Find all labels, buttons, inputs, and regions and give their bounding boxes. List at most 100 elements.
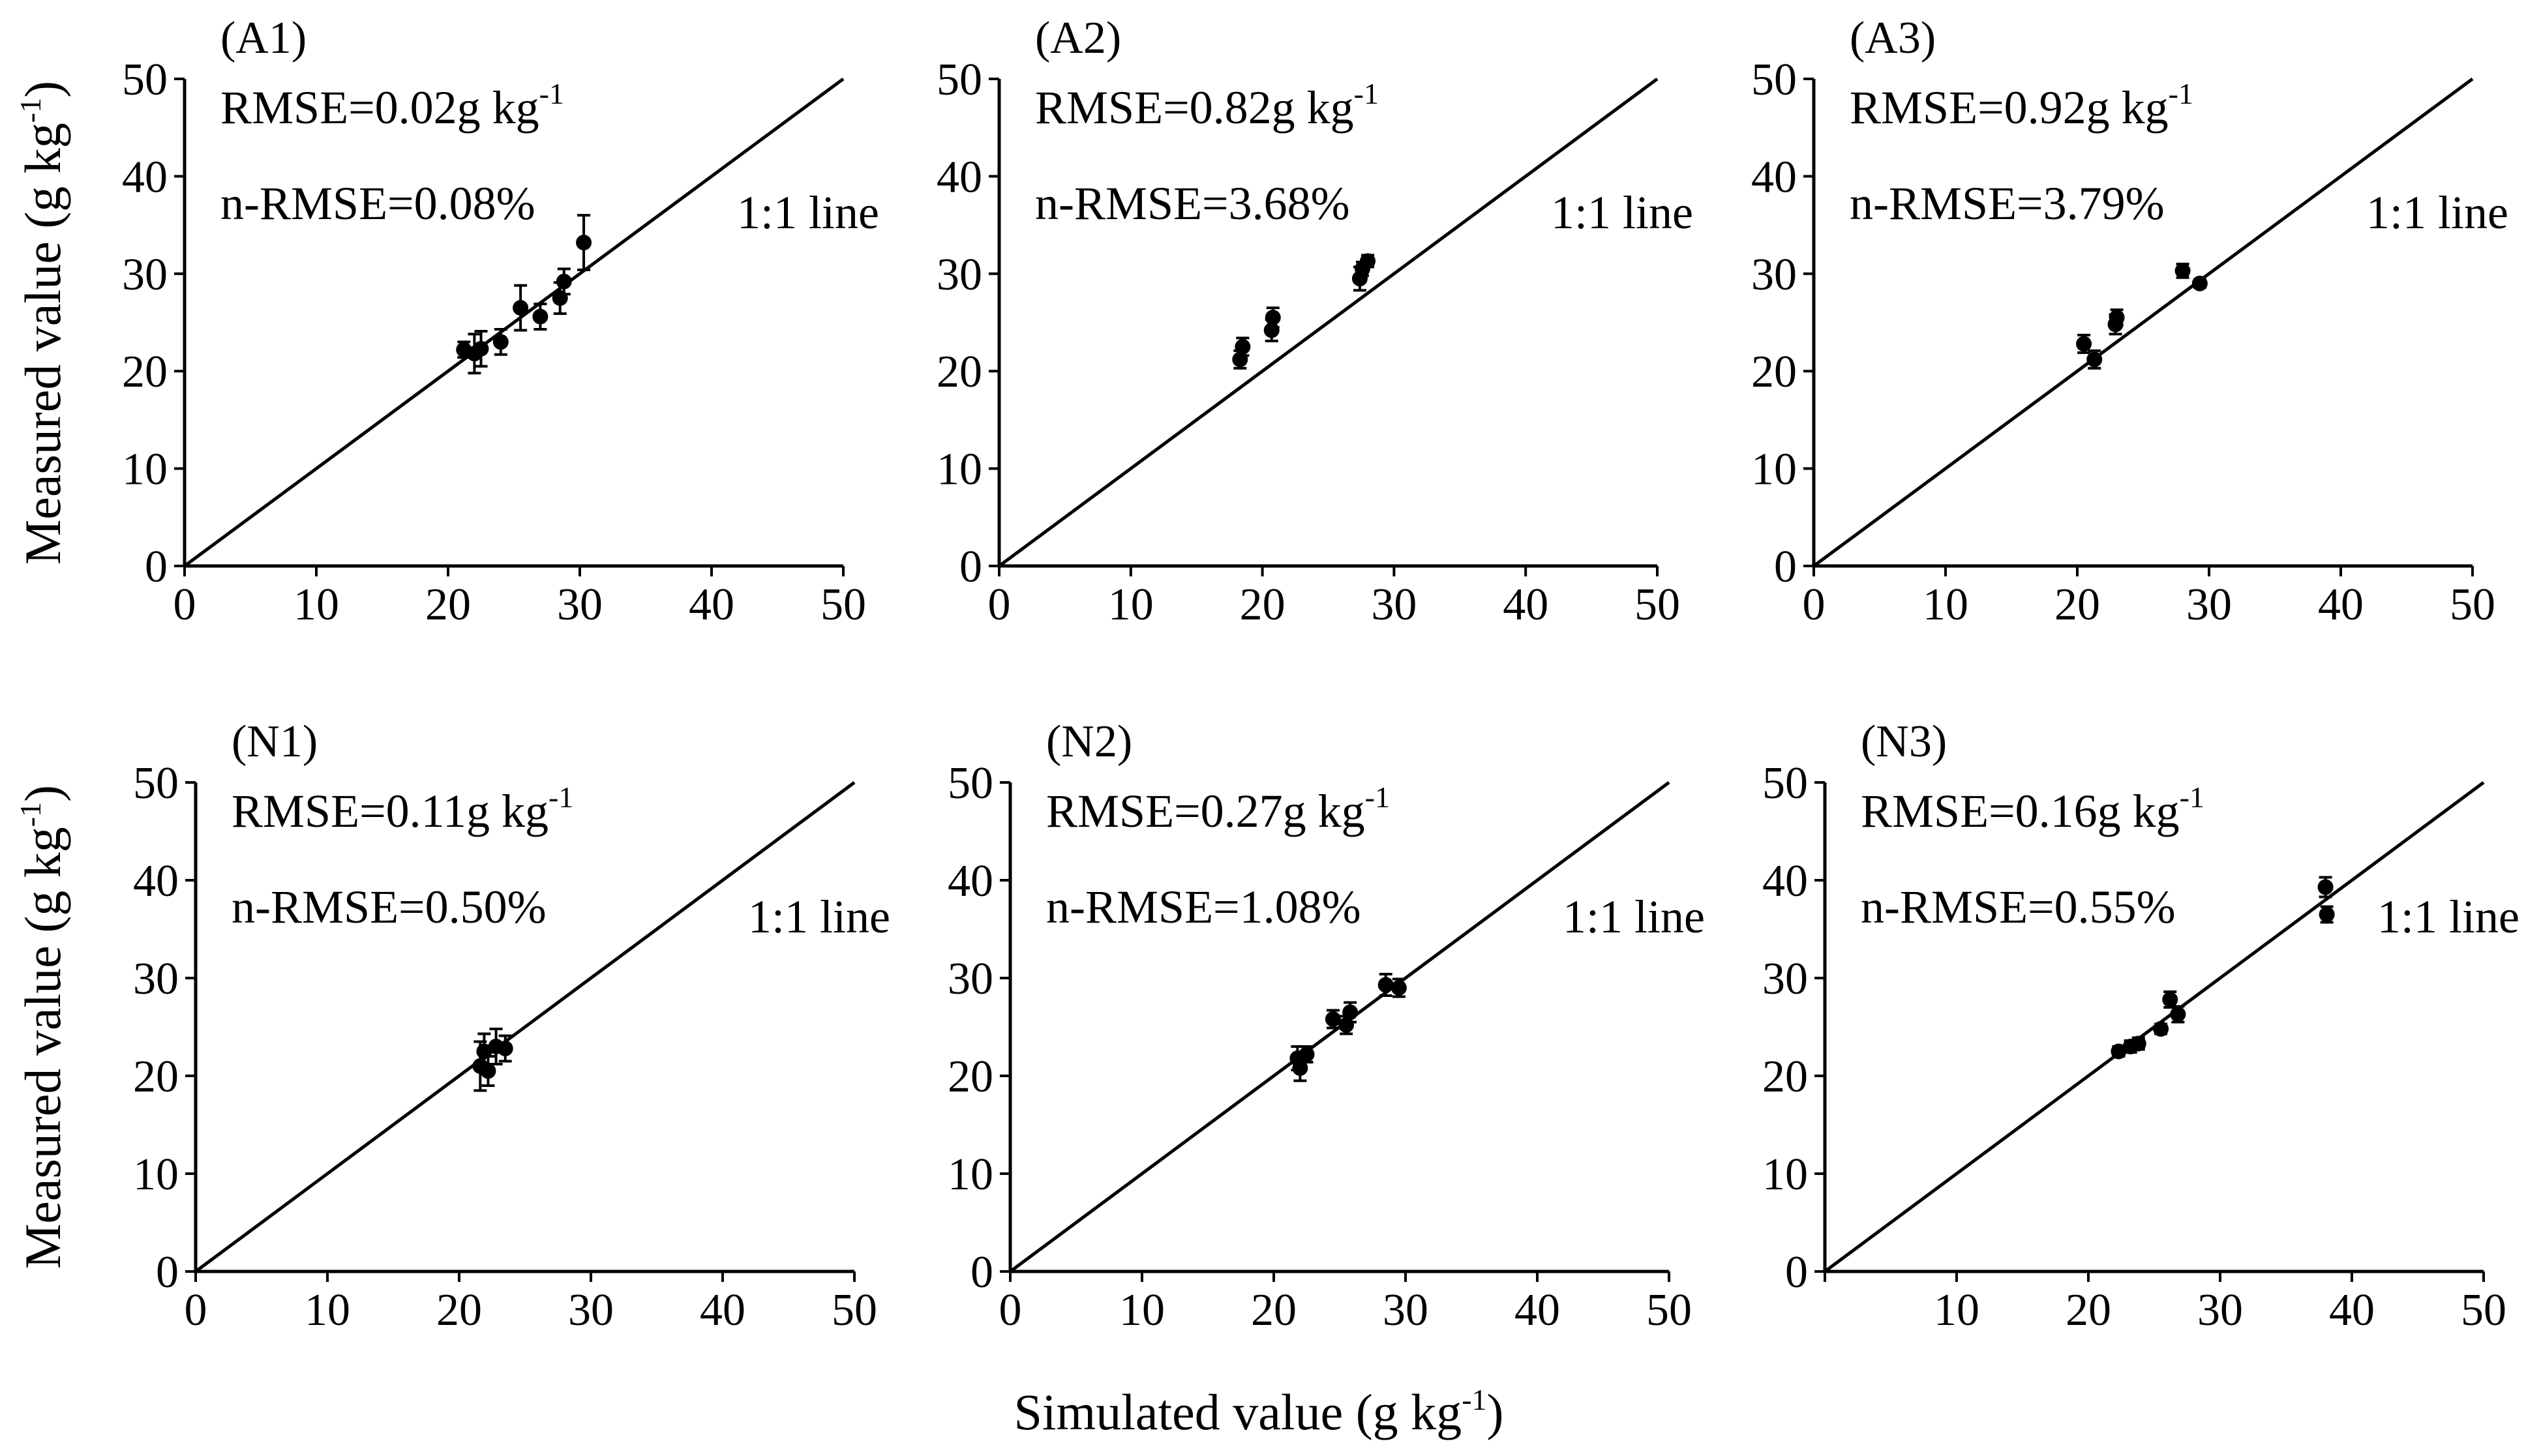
x-tick-label: 40 [1514,1285,1560,1335]
data-point [492,327,509,356]
x-tick-label: 0 [1803,580,1826,630]
x-tick-label: 20 [2054,580,2100,630]
data-marker [2319,906,2335,923]
data-point [2317,876,2334,899]
y-tick-label: 40 [937,152,982,202]
x-tick-label: 30 [2197,1285,2243,1335]
nrmse-label: n-RMSE=0.08% [220,177,535,230]
y-tick-label: 20 [122,347,168,397]
data-point [2162,990,2178,1009]
data-marker [2109,310,2125,326]
data-point [2086,349,2103,370]
y-tick-label: 20 [133,1052,179,1102]
one-to-one-line [183,77,845,568]
y-tick-label: 10 [1762,1150,1808,1200]
x-tick-label: 40 [1503,580,1548,630]
x-tick-label: 50 [1646,1285,1692,1335]
data-marker [1235,338,1251,355]
x-axis-title: Simulated value (g kg-1) [1014,1383,1503,1440]
one-to-one-line-label: 1:1 line [737,186,879,239]
data-marker [2162,992,2178,1007]
data-marker [1292,1060,1308,1076]
y-tick-label: 10 [133,1150,179,1200]
x-tick-label: 10 [1119,1285,1165,1335]
y-tick-label: 30 [1751,250,1797,300]
data-point [2174,262,2191,279]
y-axis-title-top: Measured value (g kg-1) [14,81,71,565]
data-marker [1265,310,1281,326]
data-marker [473,340,489,357]
data-point [2319,905,2335,924]
x-tick-label: 10 [1923,580,1968,630]
data-marker [480,1063,496,1079]
y-tick-label: 50 [122,55,168,105]
data-point [576,214,592,271]
nrmse-label: n-RMSE=3.79% [1850,177,2165,230]
data-point [473,329,489,368]
rmse-label: RMSE=0.11g kg-1 [232,780,573,837]
rmse-label: RMSE=0.27g kg-1 [1046,780,1390,837]
x-tick-label: 30 [2186,580,2232,630]
panel-label: (A3) [1850,13,1936,63]
data-marker [2170,1006,2186,1022]
x-tick-label: 0 [185,1285,207,1335]
data-point [532,303,549,331]
data-marker [2086,351,2103,368]
one-to-one-line-label: 1:1 line [1563,891,1705,943]
y-tick-label: 40 [133,856,179,906]
x-tick-label: 30 [557,580,603,630]
x-tick-label: 50 [1634,580,1680,630]
data-marker [2317,879,2334,895]
x-tick-label: 10 [1108,580,1154,630]
y-tick-label: 40 [948,856,993,906]
data-point [466,333,483,375]
data-marker [492,334,509,350]
one-to-one-line-label: 1:1 line [748,891,890,943]
y-tick-label: 50 [1762,758,1808,809]
panel-n2: 0 10 20 30 40 50 0 10 20 30 40 50 (N2) RMSE=0.27g kg-… [948,717,1705,1335]
x-tick-label: 20 [425,580,471,630]
panel-a1: 0 10 20 30 40 50 0 10 20 30 40 50 (A1) RMSE=0.02g kg-… [122,13,879,630]
y-tick-label: 0 [156,1247,179,1298]
data-marker [513,300,529,316]
data-point [2111,1043,2127,1060]
data-marker [552,290,568,306]
x-tick-label: 0 [988,580,1011,630]
data-marker [1325,1011,1341,1027]
y-tick-label: 30 [122,250,168,300]
panel-label: (A1) [220,13,307,63]
y-tick-label: 20 [948,1052,993,1102]
y-tick-label: 50 [948,758,993,809]
rmse-label: RMSE=0.92g kg-1 [1850,77,2193,134]
data-marker [532,308,549,325]
one-to-one-line-label: 1:1 line [2366,186,2508,239]
y-tick-label: 20 [937,347,982,397]
y-tick-label: 40 [1762,856,1808,906]
data-point [1391,977,1407,998]
x-tick-label: 10 [1934,1285,1979,1335]
data-point [2130,1035,2146,1052]
panel-label: (N2) [1046,717,1132,767]
data-marker [556,273,572,290]
data-marker [1360,253,1376,269]
y-tick-label: 10 [122,445,168,495]
panel-label: (N3) [1861,717,1947,767]
data-point [2153,1021,2169,1037]
one-to-one-line [1812,77,2474,568]
data-marker [1299,1047,1315,1062]
y-tick-label: 10 [937,445,982,495]
x-tick-label: 30 [1371,580,1417,630]
nrmse-label: n-RMSE=0.50% [232,881,547,933]
panel-n1: 0 10 20 30 40 50 0 10 20 30 40 50 (N1) RMSE=0.11g kg-… [133,717,890,1335]
data-point [2076,333,2092,354]
y-tick-label: 10 [1751,445,1797,495]
x-tick-label: 20 [436,1285,482,1335]
panel-label: (A2) [1035,13,1121,63]
nrmse-label: n-RMSE=1.08% [1046,881,1361,933]
y-tick-label: 30 [937,250,982,300]
y-tick-label: 0 [959,542,982,592]
data-marker [1342,1004,1359,1020]
rmse-label: RMSE=0.82g kg-1 [1035,77,1379,134]
x-tick-label: 20 [2066,1285,2111,1335]
data-marker [497,1041,513,1056]
